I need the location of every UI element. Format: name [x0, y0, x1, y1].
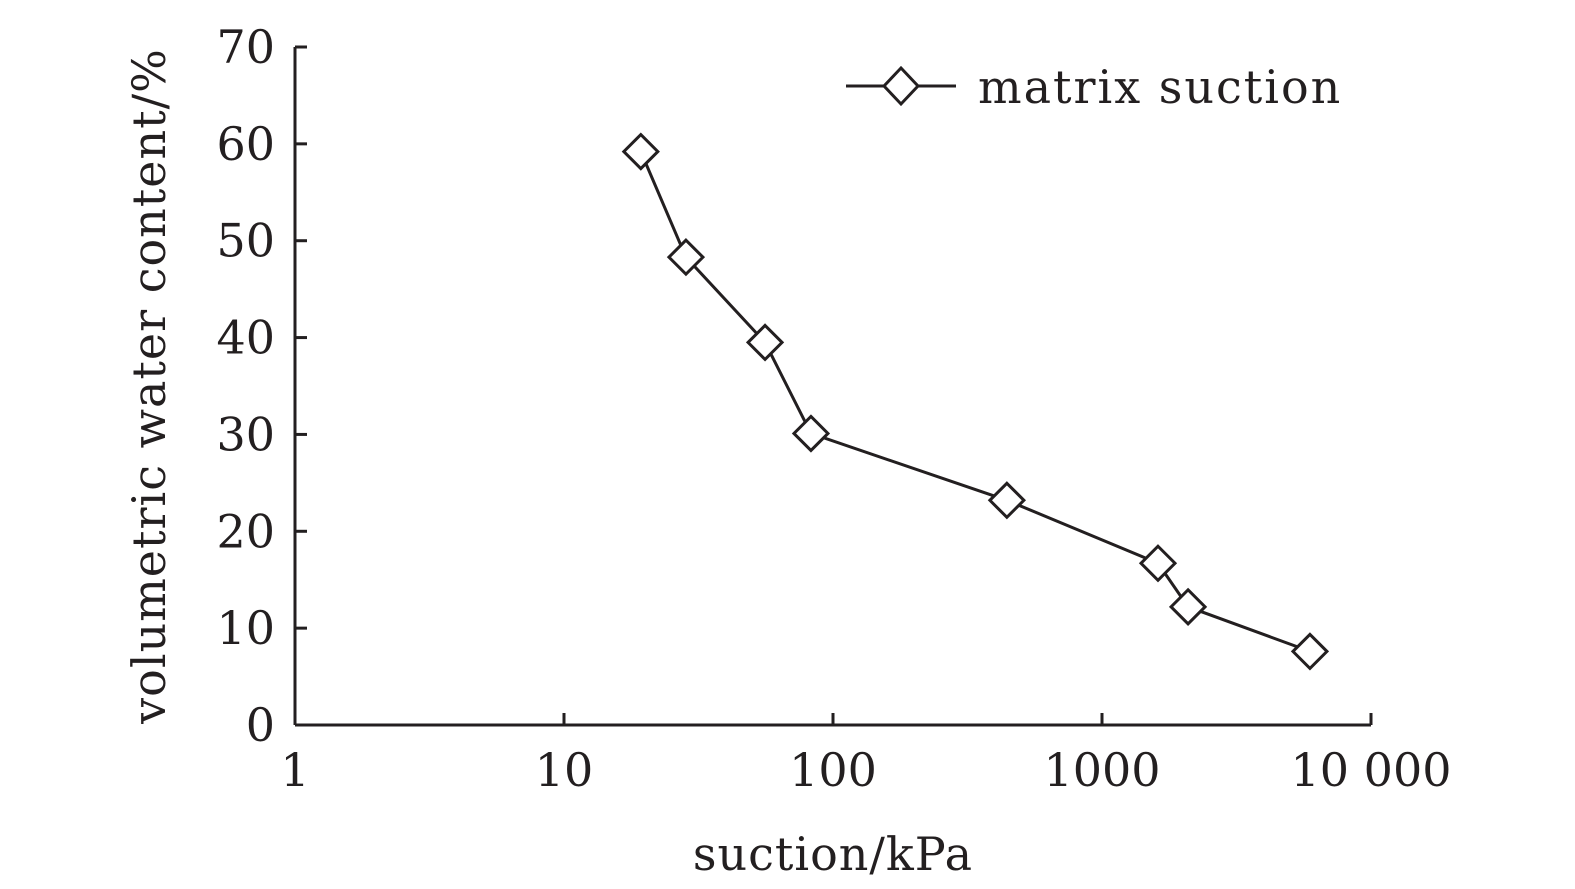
x-axis-label: suction/kPa [693, 827, 973, 881]
data-point-diamond [1168, 587, 1208, 626]
y-tick-label: 40 [216, 311, 275, 365]
y-tick-label: 20 [216, 504, 275, 558]
series-line [639, 151, 1311, 653]
x-tick-label: 10 000 [1291, 743, 1452, 797]
data-point-diamond [745, 323, 785, 362]
x-tick-label: 1 [280, 743, 309, 797]
ticks: 1 10 100 1000 10 000 0 10 20 30 40 50 60 70 [216, 20, 1451, 797]
y-tick-label: 60 [216, 117, 275, 171]
legend-label: matrix suction [978, 60, 1342, 114]
legend-diamond-marker [881, 65, 921, 107]
legend: matrix suction [846, 60, 1342, 114]
data-point-diamond [666, 238, 706, 277]
data-point-diamond [1290, 632, 1330, 671]
y-tick-label: 0 [246, 698, 275, 752]
axes [293, 47, 1371, 727]
y-tick-label: 30 [216, 407, 275, 461]
data-point-diamond [621, 132, 660, 171]
x-tick-label: 10 [535, 743, 594, 797]
y-axis-label: volumetric water content/% [122, 48, 176, 725]
data-point-diamond [1138, 544, 1178, 583]
x-tick-label: 1000 [1043, 743, 1160, 797]
y-tick-label: 50 [216, 214, 275, 268]
y-tick-label: 10 [216, 601, 275, 655]
series [621, 132, 1330, 671]
data-point-diamond [791, 414, 831, 453]
x-tick-label: 100 [789, 743, 877, 797]
y-tick-label: 70 [216, 20, 275, 74]
data-point-diamond [987, 481, 1027, 520]
